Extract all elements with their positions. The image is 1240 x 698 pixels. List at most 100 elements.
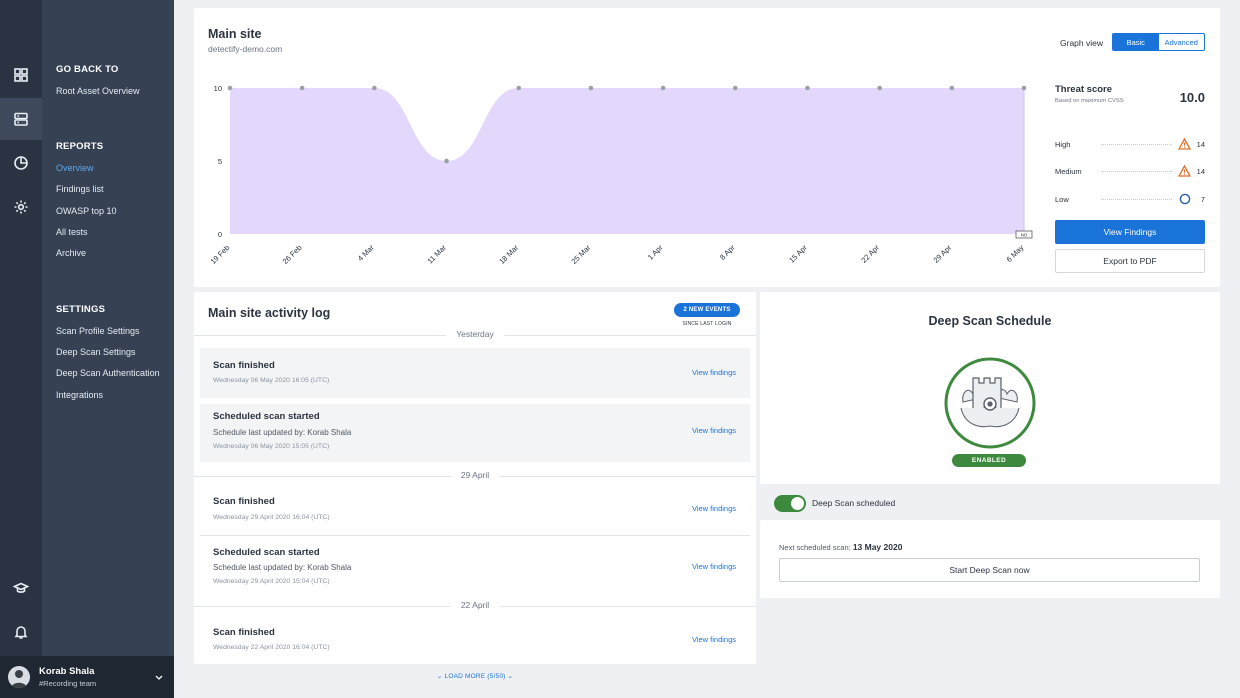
y-tick-label: 0 bbox=[218, 230, 222, 239]
activity-entry: Scan finished Wednesday 22 April 2020 16… bbox=[200, 620, 750, 660]
entry-date: Wednesday 06 May 2020 16:05 (UTC) bbox=[213, 377, 330, 384]
x-tick-label: 29 Apr bbox=[932, 243, 954, 265]
entry-divider bbox=[200, 535, 750, 536]
activity-log-panel: Main site activity log 2 NEW EVENTS SINC… bbox=[194, 292, 756, 664]
entry-title: Scan finished bbox=[213, 360, 275, 371]
next-scan-label: Next scheduled scan: bbox=[779, 543, 851, 552]
next-scan-date: 13 May 2020 bbox=[852, 542, 903, 552]
nav-scan-profile-settings[interactable]: Scan Profile Settings bbox=[56, 326, 140, 336]
x-tick-label: 11 Mar bbox=[425, 243, 448, 266]
chevron-down-icon[interactable] bbox=[154, 672, 164, 682]
entry-title: Scheduled scan started bbox=[213, 547, 320, 558]
deep-scan-status-badge: ENABLED bbox=[952, 454, 1026, 467]
nav-archive[interactable]: Archive bbox=[56, 248, 87, 258]
threat-score-title: Threat score bbox=[1055, 84, 1113, 95]
severity-medium-row: Medium 14 bbox=[1055, 164, 1205, 178]
nav-owasp-top-10[interactable]: OWASP top 10 bbox=[56, 206, 117, 216]
grid-icon[interactable] bbox=[0, 54, 42, 96]
entry-title: Scan finished bbox=[213, 496, 275, 507]
site-domain: detectify-demo.com bbox=[208, 44, 283, 54]
deep-scan-panel: Deep Scan Schedule ENABLED bbox=[760, 292, 1220, 484]
load-more-button[interactable]: ⌄ LOAD MORE (5/50) ⌄ bbox=[194, 672, 756, 680]
activity-entry: Scan finished Wednesday 29 April 2020 16… bbox=[200, 490, 750, 534]
data-point bbox=[732, 85, 738, 91]
warning-triangle-icon bbox=[1178, 138, 1191, 151]
nav-deep-scan-authentication[interactable]: Deep Scan Authentication bbox=[56, 368, 160, 378]
nav-deep-scan-settings[interactable]: Deep Scan Settings bbox=[56, 347, 136, 357]
nav-root-asset-overview[interactable]: Root Asset Overview bbox=[56, 86, 140, 96]
entry-date: Wednesday 06 May 2020 15:05 (UTC) bbox=[213, 443, 330, 450]
severity-medium-label: Medium bbox=[1055, 166, 1082, 176]
entry-view-findings-link[interactable]: View findings bbox=[691, 562, 736, 571]
activity-entry: Scheduled scan started Schedule last upd… bbox=[200, 404, 750, 462]
user-name: Korab Shala bbox=[39, 666, 95, 677]
entry-view-findings-link[interactable]: View findings bbox=[691, 635, 736, 644]
data-point bbox=[444, 158, 449, 164]
graph-view-basic[interactable]: Basic bbox=[1113, 34, 1159, 50]
entry-detail: Schedule last updated by: Korab Shala bbox=[213, 428, 352, 437]
circle-icon bbox=[1178, 193, 1191, 206]
load-more-label: LOAD MORE (5/50) bbox=[444, 673, 506, 680]
data-point bbox=[588, 85, 594, 91]
x-tick-label: 22 Apr bbox=[859, 243, 881, 265]
entry-date: Wednesday 29 April 2020 15:04 (UTC) bbox=[213, 578, 330, 585]
severity-high-row: High 14 bbox=[1055, 137, 1205, 151]
avatar bbox=[8, 666, 30, 688]
gear-icon[interactable] bbox=[0, 186, 42, 228]
data-point bbox=[660, 85, 666, 91]
data-point bbox=[299, 85, 305, 91]
settings-heading: SETTINGS bbox=[56, 304, 106, 315]
entry-view-findings-link[interactable]: View findings bbox=[691, 368, 736, 377]
day-separator: 22 April bbox=[194, 600, 756, 612]
y-tick-label: 10 bbox=[214, 84, 222, 93]
bell-icon[interactable] bbox=[0, 611, 42, 653]
end-marker-label: NO bbox=[1021, 233, 1028, 238]
nav-integrations[interactable]: Integrations bbox=[56, 390, 104, 400]
data-point bbox=[805, 85, 810, 91]
x-tick-label: 1 Apr bbox=[646, 243, 665, 262]
x-tick-label: 25 Mar bbox=[569, 243, 592, 266]
series-area bbox=[230, 88, 1024, 234]
side-navigation: GO BACK TO Root Asset Overview REPORTS O… bbox=[42, 0, 174, 698]
nav-overview[interactable]: Overview bbox=[56, 163, 94, 173]
entry-title: Scheduled scan started bbox=[213, 411, 320, 422]
threat-score-chart: 0 5 10 19 Feb 26 Feb 4 Mar 11 Mar 18 Mar 25 Mar 1… bbox=[209, 84, 1033, 266]
nav-findings-list[interactable]: Findings list bbox=[56, 184, 104, 194]
castle-shield-icon bbox=[944, 357, 1036, 449]
graph-view-label: Graph view bbox=[1060, 38, 1103, 48]
entry-view-findings-link[interactable]: View findings bbox=[691, 426, 736, 435]
overview-chart-panel: Main site detectify-demo.com Graph view … bbox=[194, 8, 1220, 287]
data-point bbox=[1021, 85, 1027, 91]
severity-low-count: 7 bbox=[1200, 194, 1205, 204]
export-pdf-button[interactable]: Export to PDF bbox=[1055, 249, 1205, 273]
server-icon[interactable] bbox=[0, 98, 42, 140]
activity-log-title: Main site activity log bbox=[208, 306, 331, 320]
start-deep-scan-button[interactable]: Start Deep Scan now bbox=[779, 558, 1200, 582]
user-menu[interactable]: Korab Shala #Recording team bbox=[0, 656, 174, 698]
deep-scan-toggle-label: Deep Scan scheduled bbox=[812, 498, 896, 508]
deep-scan-toggle[interactable] bbox=[774, 494, 806, 512]
threat-score-value: 10.0 bbox=[1179, 90, 1205, 105]
activity-entry: Scan finished Wednesday 06 May 2020 16:0… bbox=[200, 348, 750, 398]
graduation-cap-icon[interactable] bbox=[0, 567, 42, 609]
activity-entry: Scheduled scan started Schedule last upd… bbox=[200, 540, 750, 592]
entry-date: Wednesday 29 April 2020 16:04 (UTC) bbox=[213, 514, 330, 521]
next-scan-info: Next scheduled scan: 13 May 2020 bbox=[779, 542, 902, 552]
new-events-subtitle: SINCE LAST LOGIN bbox=[682, 321, 732, 327]
x-tick-label: 4 Mar bbox=[356, 243, 376, 263]
pie-chart-icon[interactable] bbox=[0, 142, 42, 184]
x-tick-label: 6 May bbox=[1005, 243, 1026, 264]
graph-view-advanced[interactable]: Advanced bbox=[1164, 37, 1198, 47]
x-tick-label: 26 Feb bbox=[281, 243, 304, 266]
entry-view-findings-link[interactable]: View findings bbox=[691, 504, 736, 513]
icon-rail bbox=[0, 0, 42, 698]
deep-scan-toggle-row: Deep Scan scheduled bbox=[774, 494, 895, 512]
site-title: Main site bbox=[208, 27, 262, 41]
y-tick-label: 5 bbox=[218, 157, 222, 166]
nav-all-tests[interactable]: All tests bbox=[56, 227, 88, 237]
severity-low-row: Low 7 bbox=[1055, 192, 1205, 206]
new-events-badge[interactable]: 2 NEW EVENTS bbox=[674, 303, 740, 317]
next-scan-panel: Next scheduled scan: 13 May 2020 Start D… bbox=[760, 520, 1220, 598]
view-findings-button[interactable]: View Findings bbox=[1055, 220, 1205, 244]
x-tick-label: 8 Apr bbox=[718, 243, 737, 262]
